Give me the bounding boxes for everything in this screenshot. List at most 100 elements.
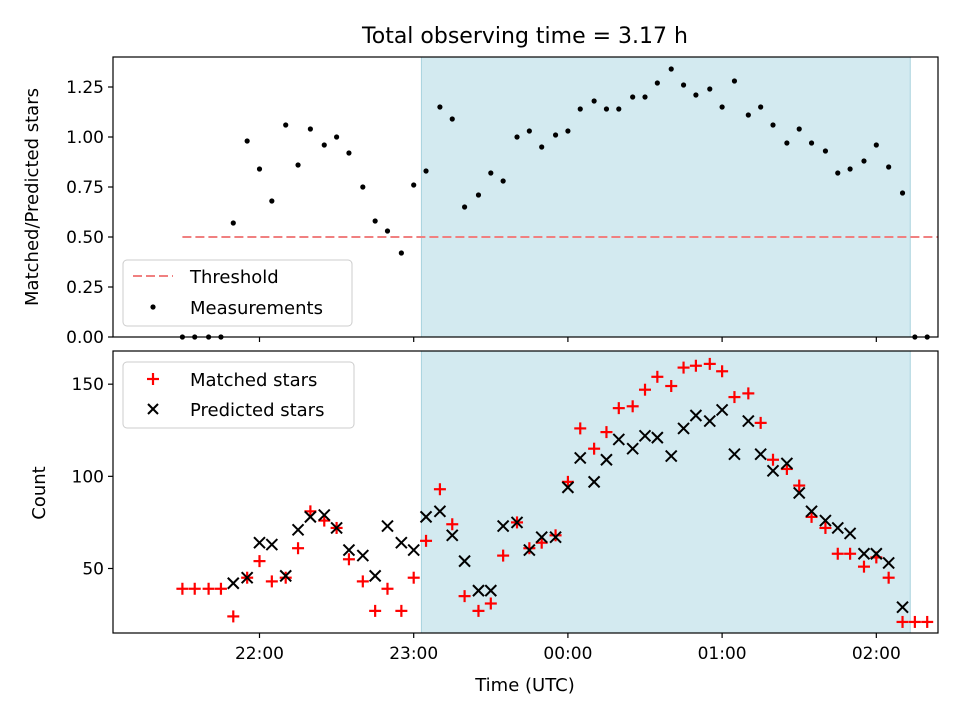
matched-star-marker (227, 610, 240, 623)
measurement-point (822, 148, 829, 154)
ratio-legend-box (122, 259, 353, 327)
matched-star-marker (292, 542, 305, 555)
predicted-star-marker (265, 538, 279, 551)
matched-star-marker (844, 547, 857, 560)
measurement-point (680, 82, 687, 88)
predicted-star-marker (896, 600, 909, 614)
measurement-point (449, 116, 455, 122)
predicted-star-marker (458, 554, 471, 568)
measurement-point (269, 198, 275, 204)
measurement-point (642, 94, 648, 100)
measurement-point (360, 184, 366, 190)
measurement-point (398, 250, 404, 256)
measurement-point (719, 104, 725, 110)
measurement-point (230, 220, 236, 226)
measurement-point (244, 138, 250, 144)
predicted-star-marker (523, 543, 536, 557)
measurement-point (758, 104, 764, 110)
predicted-star-marker (368, 569, 382, 583)
matched-star-marker (188, 582, 201, 595)
matched-star-marker (523, 542, 536, 555)
matched-star-marker (908, 615, 921, 628)
count-legend: Matched stars Predicted stars (122, 361, 355, 429)
measurement-point (591, 98, 597, 104)
ratio-panel-shaded-region (420, 56, 911, 338)
ratio-x-ticks (258, 337, 877, 342)
matched-star-marker (665, 380, 678, 393)
matched-star-marker (805, 510, 818, 523)
count-x-tick-label: 02:00 (852, 644, 901, 664)
predicted-star-marker (638, 429, 652, 442)
matched-star-marker (626, 400, 639, 413)
measurement-point (707, 86, 713, 92)
matched-star-marker (882, 571, 895, 584)
ratio-y-tick-label: 0.75 (66, 178, 104, 198)
matched-star-marker (420, 534, 433, 547)
matched-star-marker (831, 547, 844, 560)
count-y-tick-label: 100 (72, 467, 104, 487)
predicted-star-marker (419, 510, 433, 524)
measurement-point (847, 166, 853, 172)
predicted-star-marker (291, 523, 305, 536)
matched-star-marker (433, 483, 446, 496)
matched-star-marker (600, 426, 613, 439)
measurement-point (514, 134, 520, 140)
matched-star-marker (369, 604, 382, 617)
predicted-star-marker (381, 519, 394, 533)
predicted-star-marker (510, 516, 524, 529)
matched-star-marker (484, 597, 497, 610)
matched-star-marker (896, 615, 909, 628)
matched-star-marker (857, 560, 870, 573)
predicted-star-marker (279, 569, 292, 583)
measurement-point (423, 168, 429, 174)
matched-star-marker (356, 575, 369, 588)
measurement-point (861, 158, 867, 164)
figure-title: Total observing time = 3.17 h (361, 24, 688, 49)
predicted-star-marker (587, 475, 601, 489)
ratio-panel-frame (112, 56, 939, 338)
predicted-star-marker (549, 530, 562, 544)
measurement-point (283, 122, 289, 128)
measurement-point (808, 140, 815, 146)
matched-star-marker (446, 518, 459, 531)
matched-star-marker (689, 359, 702, 372)
measurement-point (333, 134, 340, 140)
count-x-tick-label: 23:00 (389, 644, 438, 664)
predicted-star-marker (227, 577, 240, 590)
measurement-point (668, 66, 674, 72)
measurement-point (461, 204, 468, 210)
matched-stars-legend-label: Matched stars (190, 370, 317, 391)
matched-star-marker (549, 529, 562, 542)
measurement-point (295, 162, 301, 168)
measurement-point (693, 92, 699, 98)
matched-star-marker (407, 571, 420, 584)
count-x-tick-label: 22:00 (235, 644, 284, 664)
count-x-tick-label: 01:00 (698, 644, 747, 664)
predicted-star-marker (433, 505, 447, 518)
predicted-star-marker (330, 521, 343, 535)
matched-star-marker (703, 357, 716, 370)
measurement-point (835, 170, 841, 176)
measurement-point (796, 126, 802, 132)
count-y-tick-label: 50 (82, 559, 104, 579)
measurement-point (307, 126, 313, 132)
matched-star-marker (279, 571, 292, 584)
measurement-point (256, 166, 263, 172)
predicted-star-marker (626, 442, 639, 455)
predicted-star-marker (715, 403, 729, 417)
matched-star-marker (677, 361, 690, 374)
ratio-legend: Threshold Measurements (122, 259, 353, 327)
predicted-star-marker (703, 414, 716, 428)
measurements-legend-swatch (150, 304, 156, 310)
measurement-point (411, 182, 417, 188)
measurement-point (437, 104, 443, 110)
ratio-y-tick-label: 0.25 (66, 278, 104, 298)
measurements-legend-label: Measurements (190, 298, 323, 319)
measurement-point (565, 128, 571, 134)
predicted-star-marker (870, 547, 883, 560)
matched-star-marker (265, 575, 278, 588)
predicted-stars-legend-swatch (147, 403, 159, 415)
predicted-star-marker (677, 422, 690, 435)
measurement-point (873, 142, 879, 148)
